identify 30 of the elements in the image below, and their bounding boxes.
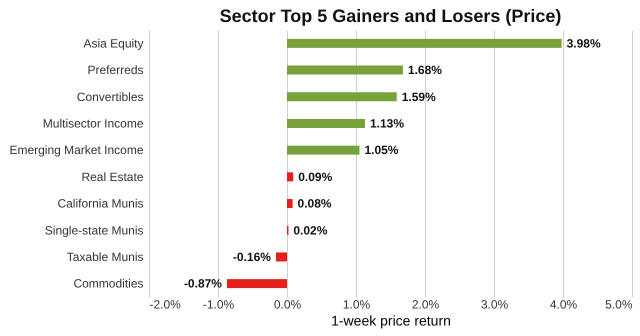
y-tick-label: Real Estate — [81, 170, 144, 184]
y-tick-label: Asia Equity — [83, 36, 144, 50]
data-label: 1.05% — [364, 143, 399, 158]
y-tick-label: Commodities — [73, 276, 144, 291]
x-tick-label: -1.0% — [202, 298, 234, 312]
y-tick-label: Multisector Income — [42, 116, 144, 130]
data-label: 0.09% — [298, 170, 333, 184]
data-label: -0.87% — [184, 276, 222, 291]
x-tick-label: 3.0% — [480, 298, 508, 312]
x-tick-label: 0.0% — [274, 298, 302, 312]
y-tick-label: Taxable Munis — [66, 250, 144, 264]
y-tick-label: California Munis — [57, 196, 144, 211]
data-label: 1.13% — [370, 116, 404, 130]
data-label: 0.02% — [293, 223, 328, 238]
chart-title: Sector Top 5 Gainers and Losers (Price) — [220, 6, 562, 26]
y-tick-label: Emerging Market Income — [9, 143, 144, 158]
data-label: 1.59% — [402, 90, 436, 104]
x-tick-label: -2.0% — [150, 298, 182, 312]
x-tick-label: 2.0% — [412, 298, 440, 312]
y-tick-label: Convertibles — [76, 90, 144, 104]
y-tick-label: Single-state Munis — [44, 223, 144, 238]
data-label: 0.08% — [298, 196, 332, 211]
x-tick-label: 4.0% — [550, 298, 578, 312]
x-axis-title: 1-week price return — [331, 312, 451, 328]
x-tick-label: 1.0% — [342, 298, 370, 312]
data-label: 1.68% — [408, 63, 442, 78]
x-tick-label: 5.0% — [605, 298, 633, 312]
y-tick-label: Preferreds — [87, 63, 144, 78]
data-label: -0.16% — [232, 250, 272, 264]
data-label: 3.98% — [566, 36, 601, 50]
